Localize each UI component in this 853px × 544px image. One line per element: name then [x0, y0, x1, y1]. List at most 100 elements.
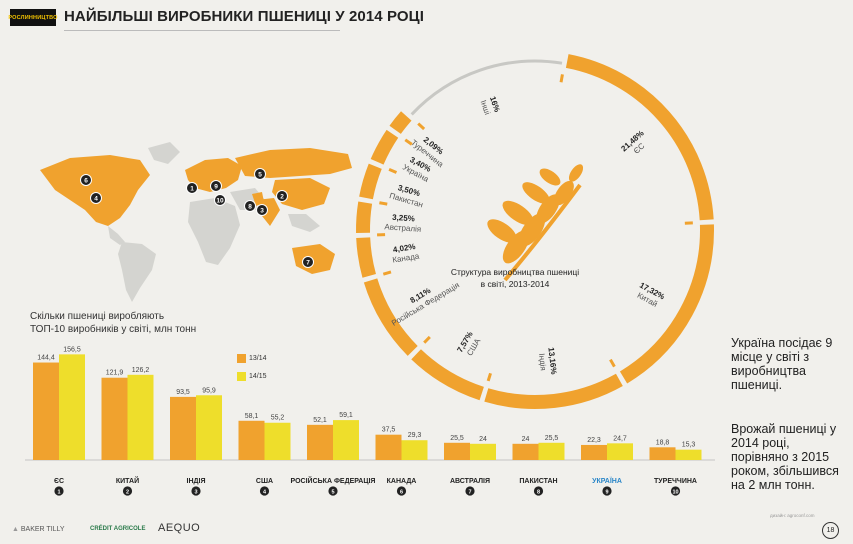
- bar-chart-title-line1: Скільки пшениці виробляють: [30, 311, 165, 322]
- pie-slice-3: [411, 349, 485, 401]
- bar-value-label: 156,5: [63, 346, 81, 353]
- rank-badge: [465, 486, 475, 496]
- pie-label-group: 13,16%Індія: [537, 347, 558, 375]
- rank-number: 6: [400, 489, 403, 495]
- pie-separator: [404, 138, 413, 146]
- bar-1415-2: [196, 395, 222, 460]
- legend-item-1314: 13/14: [237, 352, 267, 364]
- pie-label-group: 17,32%Китай: [636, 281, 667, 309]
- section-tag: РОСЛИННИЦТВО: [8, 9, 57, 26]
- map-north-america: [40, 155, 150, 226]
- design-credit: дизайн: agroconf.com: [770, 513, 815, 518]
- map-marker-1: [186, 182, 198, 194]
- bar-value-label: 24: [479, 436, 487, 443]
- bar-1415-9: [675, 449, 702, 460]
- rank-number: 10: [672, 489, 678, 495]
- rank-number: 5: [331, 489, 334, 495]
- bar-1314-4: [307, 424, 333, 460]
- bar-value-label: 15,3: [682, 442, 696, 449]
- pie-separator: [609, 358, 616, 368]
- map-australia: [292, 244, 335, 274]
- bar-category-label: КИТАЙ: [116, 476, 139, 485]
- legend-swatch-orange: [237, 353, 246, 363]
- map-marker-8: [244, 200, 256, 212]
- pie-slice-5: [356, 237, 377, 278]
- page-number: 18: [822, 522, 839, 539]
- map-marker-label: 6: [84, 178, 88, 185]
- bar-1314-8: [581, 444, 607, 460]
- bar-chart-title-line2: ТОП-10 виробників у світі, млн тонн: [30, 324, 197, 335]
- pie-slice-1: [619, 224, 714, 384]
- bar-category-label: ПАКИСТАН: [519, 478, 557, 485]
- world-map: 1 2 3 4 5 6 7 8 9 10: [40, 142, 352, 302]
- bar-legend: 13/14 14/15: [237, 352, 267, 388]
- pie-name-label: Канада: [392, 251, 421, 264]
- bar-category-label: ЄС: [54, 478, 64, 485]
- bar-value-label: 25,5: [545, 435, 559, 442]
- bar-1314-6: [444, 442, 470, 460]
- pie-label-group: 8,11%Російська Федерація: [390, 280, 461, 327]
- map-marker-7: [302, 256, 314, 268]
- logo-credit-agricole: CRÉDIT AGRICOLE: [90, 526, 146, 532]
- logo-text: BAKER TILLY: [20, 526, 65, 533]
- map-marker-label: 7: [306, 260, 310, 267]
- bar-1415-1: [127, 374, 154, 460]
- pie-separator: [382, 270, 392, 276]
- rank-number: 2: [126, 489, 129, 495]
- pie-slice-0: [565, 54, 714, 221]
- map-greenland: [148, 142, 180, 164]
- logo-aequo: AEQUO: [158, 522, 201, 534]
- pie-separator: [417, 122, 426, 131]
- bar-chart: 144,4 156,5 ЄС 1 121,9 126,2 КИТАЙ 2 93,5 95,9 ІНД…: [25, 346, 715, 496]
- rank-badge: [191, 486, 201, 496]
- pie-slice-9: [389, 111, 412, 134]
- map-marker-5: [254, 168, 266, 180]
- map-central-america: [108, 226, 125, 245]
- pie-value-label: 3,25%: [392, 213, 415, 224]
- bar-value-label: 144,4: [37, 355, 55, 362]
- pie-slice-7: [359, 163, 382, 200]
- pie-label-group: 3,50%Пакистан: [388, 183, 424, 209]
- bar-1415-0: [59, 354, 85, 460]
- pie-title-line1: Структура виробництва пшениці: [451, 267, 579, 277]
- map-marker-2: [276, 190, 288, 202]
- rank-number: 7: [468, 489, 471, 495]
- bar-1415-3: [264, 422, 291, 460]
- bar-1415-7: [538, 442, 565, 460]
- bar-1314-5: [375, 434, 402, 460]
- pie-chart: 21,48%ЄС17,32%Китай13,16%Індія7,57%США8,…: [356, 54, 714, 409]
- pie-separator: [388, 168, 398, 174]
- bar-value-label: 25,5: [450, 435, 464, 442]
- map-marker-label: 4: [94, 196, 98, 203]
- map-marker-6: [80, 174, 92, 186]
- bar-category-label: РОСІЙСЬКА ФЕДЕРАЦІЯ: [291, 476, 376, 485]
- bar-value-label: 37,5: [382, 427, 396, 434]
- side-note-harvest: Врожай пшениці у 2014 році, порівняно з …: [731, 422, 839, 492]
- pie-label-group: 16%Інші: [479, 95, 502, 116]
- rank-number: 4: [263, 489, 267, 495]
- pie-value-label: 13,16%: [546, 347, 558, 375]
- title-divider: [64, 30, 340, 31]
- bar-1314-2: [170, 396, 196, 460]
- pie-slice-6: [356, 201, 373, 234]
- legend-label: 13/14: [249, 354, 267, 362]
- map-china: [272, 178, 330, 210]
- rank-badge: [328, 486, 338, 496]
- bar-1314-1: [101, 377, 128, 460]
- pie-separator: [423, 335, 431, 344]
- pie-value-label: 4,02%: [392, 242, 416, 254]
- map-south-america: [118, 242, 156, 302]
- pie-separator: [486, 372, 492, 382]
- map-marker-label: 8: [248, 204, 252, 211]
- bar-1314-0: [33, 362, 59, 460]
- bar-value-label: 18,8: [656, 439, 670, 446]
- bar-value-label: 24: [522, 436, 530, 443]
- pie-slice-10: [410, 59, 563, 116]
- bar-value-label: 121,9: [106, 370, 124, 377]
- pie-label-group: 4,02%Канада: [392, 242, 421, 265]
- bar-1314-3: [238, 420, 265, 460]
- pie-slice-2: [484, 373, 623, 409]
- logo-baker-tilly: ▲ BAKER TILLY: [12, 526, 65, 533]
- pie-slice-4: [363, 278, 418, 356]
- rank-badge: [602, 486, 612, 496]
